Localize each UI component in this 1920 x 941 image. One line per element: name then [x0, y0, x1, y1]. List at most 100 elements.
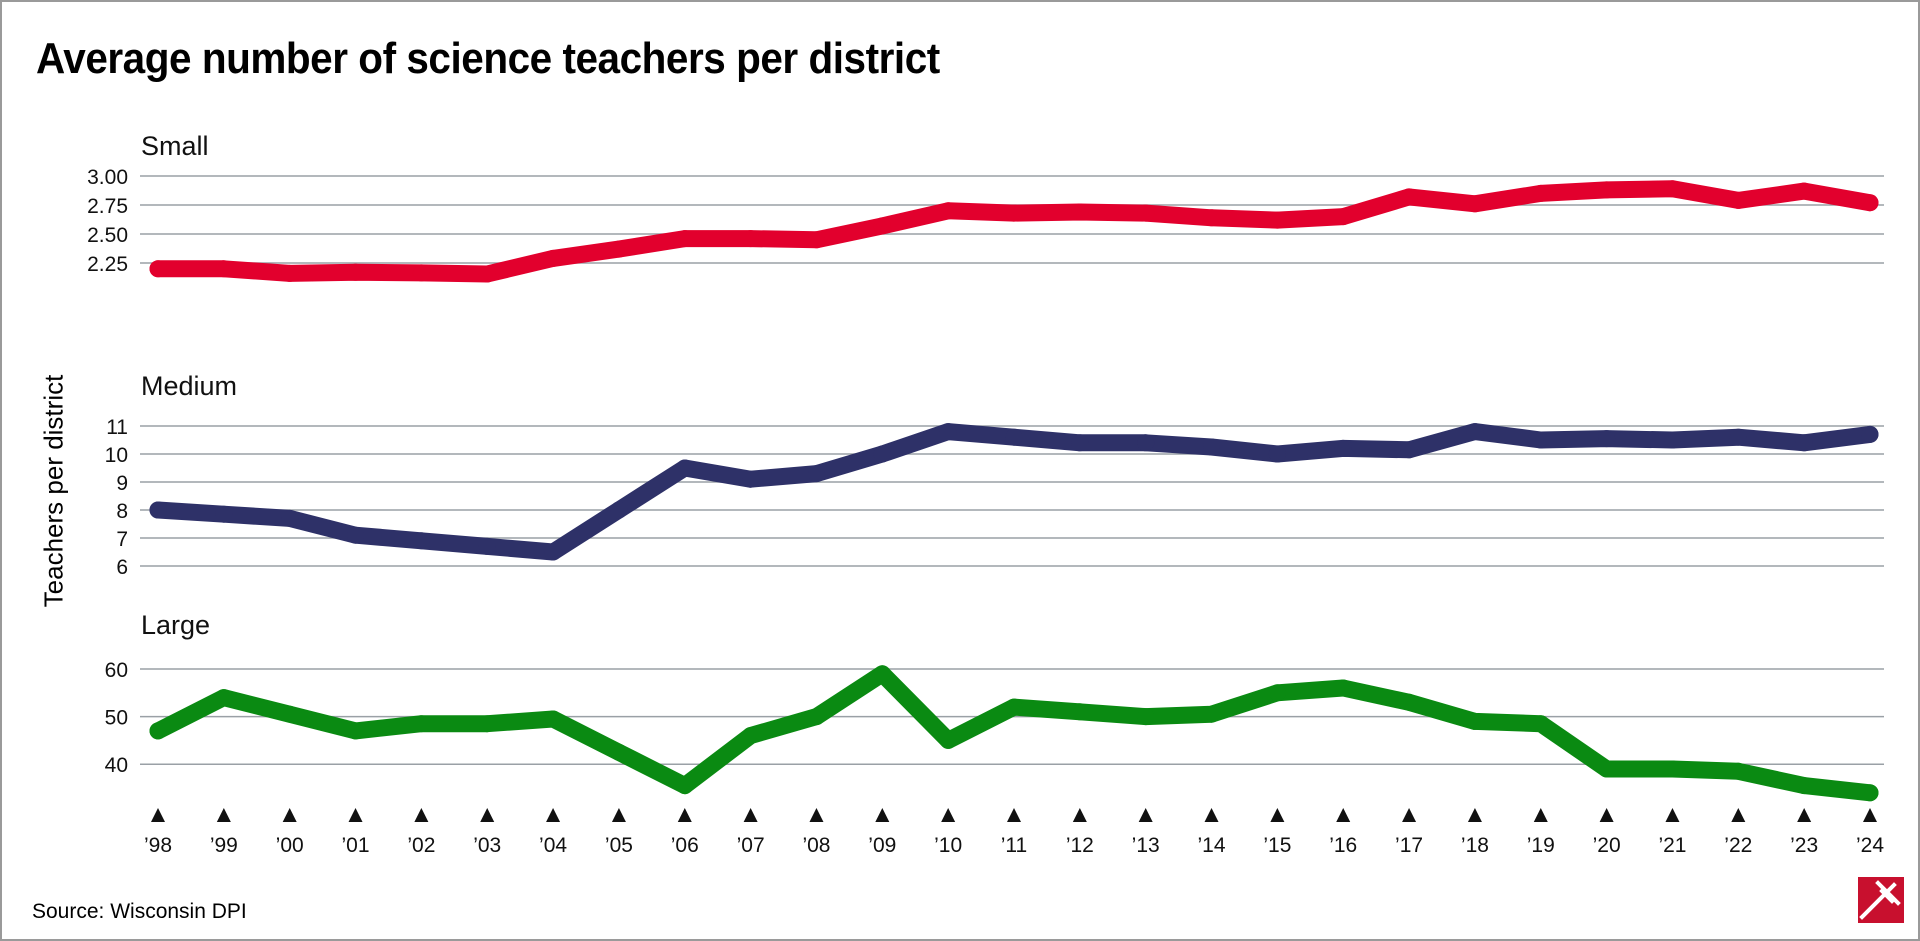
medium-data-point — [478, 537, 496, 555]
small-data-point — [1598, 181, 1616, 199]
publisher-logo-icon — [1858, 877, 1904, 923]
x-tick-label: ’15 — [1263, 834, 1291, 857]
small-y-tick-label: 3.00 — [87, 166, 128, 189]
x-tick-label: ’12 — [1066, 834, 1094, 857]
x-tick-label: ’99 — [210, 834, 238, 857]
x-tick-label: ’05 — [605, 834, 633, 857]
medium-data-point — [149, 501, 167, 519]
medium-data-point — [1729, 428, 1747, 446]
x-tick-label: ’22 — [1724, 834, 1752, 857]
x-tick-marker — [1863, 808, 1877, 822]
large-data-point — [939, 731, 957, 749]
medium-data-point — [1268, 445, 1286, 463]
x-tick-marker — [611, 808, 626, 822]
x-tick-marker — [1731, 808, 1746, 822]
small-data-point — [347, 263, 364, 281]
small-y-tick-label: 2.25 — [87, 253, 128, 276]
large-data-point — [1729, 762, 1747, 780]
large-data-point — [478, 715, 496, 733]
small-data-point — [544, 249, 562, 267]
small-data-point — [873, 217, 891, 235]
x-tick-label: ’02 — [407, 834, 435, 857]
medium-data-point — [1598, 430, 1616, 448]
source-note: Source: Wisconsin DPI — [32, 900, 247, 923]
small-data-point — [1203, 209, 1220, 227]
x-tick-marker — [480, 808, 495, 822]
small-data-point — [676, 230, 694, 248]
small-data-point — [1005, 204, 1023, 222]
x-tick-marker — [1533, 808, 1548, 822]
x-tick-label: ’24 — [1856, 834, 1884, 857]
large-panel-label: Large — [141, 610, 210, 640]
small-data-point — [412, 264, 430, 282]
large-y-tick-label: 60 — [105, 659, 128, 682]
large-data-point — [544, 710, 562, 728]
x-tick-label: ’23 — [1790, 834, 1818, 857]
x-tick-label: ’16 — [1329, 834, 1357, 857]
medium-data-point — [939, 423, 957, 441]
small-y-tick-label: 2.75 — [87, 195, 128, 218]
x-tick-marker — [216, 808, 231, 822]
small-data-point — [1071, 203, 1089, 221]
x-tick-marker — [414, 808, 429, 822]
medium-y-tick-label: 10 — [105, 444, 128, 467]
x-tick-marker — [546, 808, 561, 822]
medium-data-point — [1466, 423, 1484, 441]
medium-data-point — [544, 543, 562, 561]
large-data-point — [412, 715, 430, 733]
large-data-point — [676, 777, 694, 795]
medium-y-tick-label: 8 — [116, 500, 128, 523]
medium-data-point — [1532, 431, 1550, 449]
x-tick-label: ’08 — [802, 834, 830, 857]
x-tick-label: ’10 — [934, 834, 962, 857]
x-tick-label: ’07 — [737, 834, 765, 857]
medium-data-point — [412, 532, 430, 550]
small-data-point — [478, 265, 496, 283]
x-tick-marker — [875, 808, 890, 822]
small-data-point — [1861, 194, 1879, 212]
x-tick-label: ’01 — [342, 834, 370, 857]
medium-data-point — [1334, 439, 1352, 457]
large-data-point — [1664, 760, 1681, 778]
large-data-point — [1334, 679, 1352, 697]
medium-data-point — [873, 445, 891, 463]
x-tick-marker — [1797, 808, 1812, 822]
small-data-point — [1137, 204, 1155, 222]
x-tick-label: ’14 — [1198, 834, 1226, 857]
x-tick-label: ’11 — [1001, 834, 1027, 857]
large-data-point — [1268, 684, 1286, 702]
large-data-point — [742, 727, 760, 745]
large-data-point — [1071, 703, 1089, 721]
medium-data-point — [808, 465, 825, 483]
medium-y-tick-label: 7 — [116, 528, 128, 551]
large-data-point — [808, 708, 825, 726]
x-tick-marker — [1665, 808, 1680, 822]
medium-data-point — [1005, 428, 1023, 446]
x-tick-marker — [348, 808, 363, 822]
large-y-tick-label: 50 — [105, 707, 128, 730]
small-data-point — [1334, 208, 1352, 226]
large-data-point — [1795, 777, 1813, 795]
large-data-point — [1005, 698, 1023, 716]
medium-data-point — [742, 470, 760, 488]
x-tick-marker — [1138, 808, 1153, 822]
medium-data-point — [1795, 434, 1813, 452]
large-y-tick-label: 40 — [105, 754, 128, 777]
medium-y-tick-label: 11 — [106, 416, 128, 439]
medium-panel-label: Medium — [141, 371, 237, 401]
small-y-tick-label: 2.50 — [87, 224, 128, 247]
large-data-point — [610, 743, 628, 761]
x-tick-label: ’03 — [473, 834, 501, 857]
medium-data-point — [1203, 438, 1220, 456]
x-tick-marker — [1270, 808, 1285, 822]
chart-title: Average number of science teachers per d… — [36, 34, 940, 83]
medium-y-tick-label: 6 — [116, 556, 128, 579]
small-data-point — [215, 260, 233, 278]
x-tick-marker — [282, 808, 297, 822]
x-tick-label: ’17 — [1395, 834, 1423, 857]
x-tick-marker — [1204, 808, 1219, 822]
large-data-point — [1203, 705, 1220, 723]
large-data-point — [873, 665, 891, 683]
